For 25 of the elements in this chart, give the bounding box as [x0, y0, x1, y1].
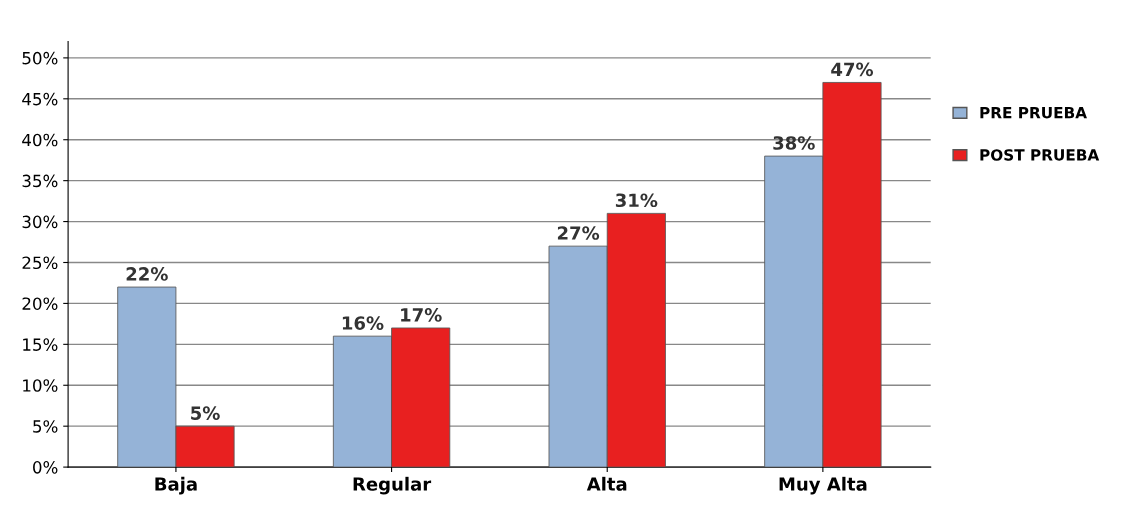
y-tick-label: 5%	[33, 420, 58, 433]
data-label: 5%	[191, 406, 220, 420]
legend-label: PRE PRUEBA	[980, 107, 1087, 119]
x-tick-label: Muy Alta	[779, 476, 867, 495]
y-tick-label: 20%	[22, 297, 58, 310]
y-tick-label: 45%	[22, 92, 58, 106]
y-tick-label: 15%	[23, 338, 58, 351]
y-tick-label: 35%	[22, 174, 58, 188]
data-label: 17%	[401, 308, 442, 322]
data-label: 38%	[773, 136, 815, 150]
y-tick-label: 40%	[22, 133, 58, 147]
data-label: 47%	[831, 62, 874, 77]
y-tick-label: 10%	[23, 379, 58, 392]
y-tick-label: 0%	[33, 461, 58, 474]
data-label: 16%	[342, 316, 384, 330]
legend-label: POST PRUEBA	[980, 149, 1100, 161]
y-tick-label: 30%	[22, 215, 58, 229]
y-tick-label: 25%	[22, 256, 58, 270]
x-tick-label: Baja	[155, 476, 197, 495]
x-tick-label: Alta	[586, 476, 627, 491]
data-label: 31%	[615, 193, 658, 208]
y-tick-label: 50%	[22, 51, 58, 65]
x-tick-label: Regular	[353, 476, 432, 495]
data-label: 27%	[557, 226, 600, 240]
data-label: 22%	[126, 267, 168, 281]
